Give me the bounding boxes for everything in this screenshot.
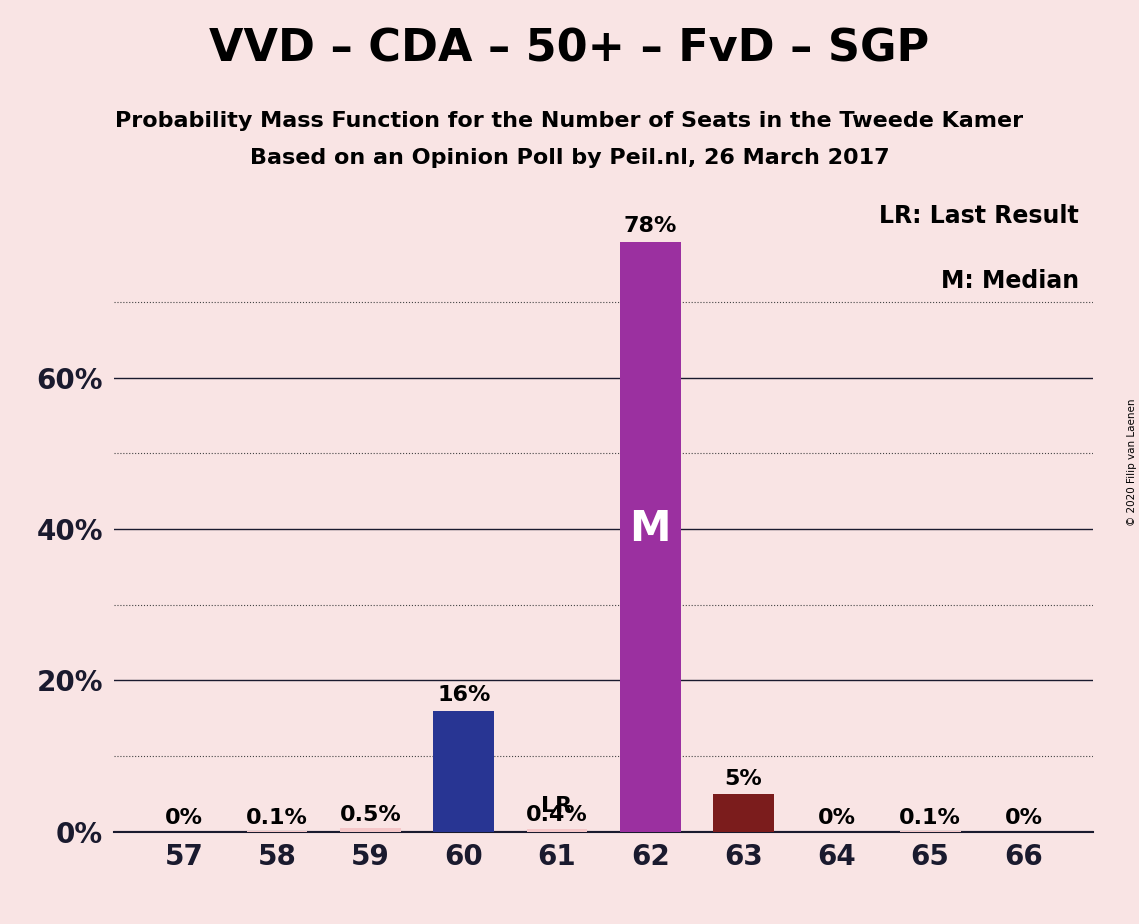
Text: M: M <box>630 508 671 550</box>
Text: 0.5%: 0.5% <box>339 805 401 824</box>
Text: 0%: 0% <box>1005 808 1042 828</box>
Text: © 2020 Filip van Laenen: © 2020 Filip van Laenen <box>1126 398 1137 526</box>
Bar <box>526 829 588 832</box>
Text: 0.1%: 0.1% <box>900 808 961 828</box>
Text: 0%: 0% <box>165 808 203 828</box>
Text: 16%: 16% <box>437 686 491 705</box>
Bar <box>341 828 401 832</box>
Text: 5%: 5% <box>724 769 762 788</box>
Text: Based on an Opinion Poll by Peil.nl, 26 March 2017: Based on an Opinion Poll by Peil.nl, 26 … <box>249 148 890 168</box>
Bar <box>713 794 773 832</box>
Text: 0.4%: 0.4% <box>526 806 588 825</box>
Text: LR: Last Result: LR: Last Result <box>879 204 1079 228</box>
Text: 0%: 0% <box>818 808 855 828</box>
Text: 0.1%: 0.1% <box>246 808 308 828</box>
Text: 78%: 78% <box>624 216 677 237</box>
Bar <box>620 241 681 832</box>
Text: Probability Mass Function for the Number of Seats in the Tweede Kamer: Probability Mass Function for the Number… <box>115 111 1024 131</box>
Text: VVD – CDA – 50+ – FvD – SGP: VVD – CDA – 50+ – FvD – SGP <box>210 28 929 71</box>
Text: LR: LR <box>541 796 573 816</box>
Bar <box>434 711 494 832</box>
Text: M: Median: M: Median <box>941 269 1079 293</box>
